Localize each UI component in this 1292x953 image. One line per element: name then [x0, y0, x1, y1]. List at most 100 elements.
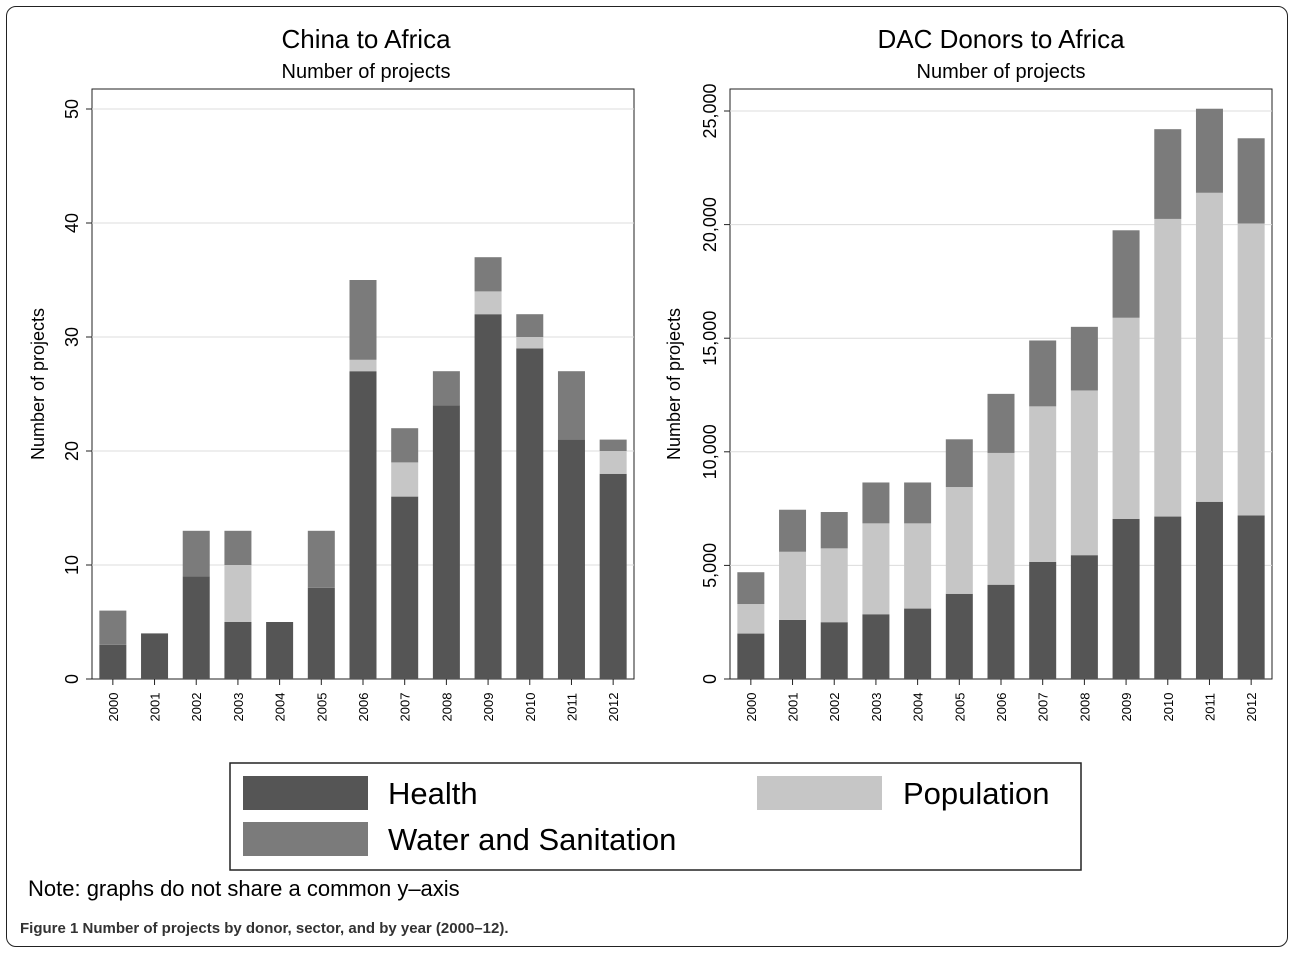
legend: Health Population Water and Sanitation [229, 762, 1082, 871]
bar-segment-population [1195, 192, 1223, 502]
bar-segment-population [987, 452, 1015, 585]
y-tick-label: 5,000 [700, 543, 720, 588]
figure-frame [6, 6, 1288, 947]
x-tick-label: 2007 [398, 693, 413, 722]
chart-china: China to Africa Number of projects Numbe… [28, 24, 635, 721]
x-tick-label: 2004 [273, 693, 288, 722]
bar-segment-health [1029, 561, 1057, 679]
bar-segment-population [1112, 317, 1140, 519]
bar-segment-health [1154, 516, 1182, 679]
x-tick-label: 2006 [356, 693, 371, 722]
bar-segment-health [945, 593, 973, 679]
bar-segment-health [904, 608, 932, 679]
bar-segment-population [945, 487, 973, 594]
x-axis-ticks: 2000 2001 2002 2003 2004 2005 2006 2007 2008 2009… [106, 679, 621, 721]
chart-title: DAC Donors to Africa [877, 24, 1125, 54]
bar-segment-water-and-sanitation [557, 371, 585, 440]
bar-segment-health [1195, 501, 1223, 679]
bar-segment-water-and-sanitation [474, 257, 502, 292]
bar-segment-population [516, 337, 544, 349]
y-tick-label: 20 [62, 441, 82, 461]
y-axis-ticks: 0 10 20 30 40 50 [62, 99, 92, 684]
x-tick-label: 2000 [106, 693, 121, 722]
x-tick-label: 2005 [952, 693, 967, 722]
x-tick-label: 2011 [1202, 693, 1217, 721]
bar-segment-population [599, 451, 627, 474]
y-axis-label: Number of projects [28, 308, 48, 460]
bar-segment-water-and-sanitation [1237, 138, 1265, 224]
bar-segment-population [862, 523, 890, 615]
x-tick-label: 2009 [1119, 693, 1134, 722]
x-tick-label: 2009 [481, 693, 496, 722]
bar-segment-health [1112, 518, 1140, 679]
bar-segment-health [779, 619, 807, 679]
bar-segment-health [99, 644, 127, 679]
bar-segment-health [820, 622, 848, 679]
legend-swatch-water-sanitation [243, 822, 368, 856]
bar-segment-population [904, 523, 932, 609]
bar-segment-health [182, 576, 210, 679]
bar-segment-water-and-sanitation [349, 280, 377, 360]
x-tick-label: 2010 [523, 693, 538, 722]
bar-segment-water-and-sanitation [99, 610, 127, 645]
bar-segment-health [266, 622, 294, 679]
bar-segment-water-and-sanitation [820, 512, 848, 549]
bar-segment-health [474, 314, 502, 679]
x-tick-label: 2011 [564, 693, 579, 721]
bar-segment-water-and-sanitation [516, 314, 544, 337]
y-tick-label: 30 [62, 327, 82, 347]
bar-segment-water-and-sanitation [737, 572, 765, 605]
bar-segment-population [1070, 390, 1098, 556]
bar-segment-water-and-sanitation [307, 530, 335, 588]
bar-segment-health [987, 584, 1015, 679]
y-axis-label: Number of projects [664, 308, 684, 460]
x-tick-label: 2007 [1036, 693, 1051, 722]
y-tick-label: 25,000 [700, 83, 720, 138]
bar-segment-water-and-sanitation [432, 371, 460, 406]
y-tick-label: 20,000 [700, 197, 720, 252]
x-tick-label: 2004 [911, 693, 926, 722]
legend-label-population: Population [903, 776, 1050, 811]
x-tick-label: 2005 [314, 693, 329, 722]
bar-segment-health [737, 633, 765, 679]
chart-title: China to Africa [281, 24, 451, 54]
x-tick-label: 2010 [1161, 693, 1176, 722]
bar-segment-population [474, 291, 502, 315]
bar-segment-water-and-sanitation [1070, 326, 1098, 391]
bar-segment-health [432, 405, 460, 679]
bar-segment-population [779, 551, 807, 620]
chart-dac: DAC Donors to Africa Number of projects … [664, 24, 1273, 722]
x-tick-label: 2012 [1244, 693, 1259, 722]
legend-label-health: Health [388, 776, 478, 811]
bar-segment-population [1154, 218, 1182, 517]
bar-segment-water-and-sanitation [945, 439, 973, 488]
bar-segment-population [391, 462, 419, 497]
x-tick-label: 2003 [869, 693, 884, 722]
bars [99, 257, 627, 679]
bar-segment-water-and-sanitation [1154, 129, 1182, 219]
bar-segment-health [599, 473, 627, 679]
y-tick-label: 50 [62, 99, 82, 119]
bar-segment-population [1237, 223, 1265, 516]
bar-segment-population [349, 359, 377, 372]
bar-segment-water-and-sanitation [779, 509, 807, 552]
bar-segment-health [224, 622, 252, 679]
x-tick-label: 2001 [148, 693, 163, 722]
bar-segment-population [1029, 406, 1057, 562]
bar-segment-water-and-sanitation [1029, 340, 1057, 407]
bar-segment-water-and-sanitation [862, 482, 890, 524]
bar-segment-water-and-sanitation [987, 393, 1015, 453]
legend-box [229, 762, 1082, 871]
x-tick-label: 2008 [439, 693, 454, 722]
bar-segment-population [224, 565, 252, 622]
x-tick-label: 2008 [1077, 693, 1092, 722]
bar-segment-water-and-sanitation [391, 428, 419, 463]
bar-segment-health [307, 587, 335, 679]
y-tick-label: 0 [700, 674, 720, 684]
bar-segment-water-and-sanitation [1112, 230, 1140, 318]
legend-swatch-health [243, 776, 368, 810]
y-tick-label: 10,000 [700, 424, 720, 479]
bar-segment-health [1237, 515, 1265, 679]
chart-subtitle: Number of projects [282, 61, 451, 83]
